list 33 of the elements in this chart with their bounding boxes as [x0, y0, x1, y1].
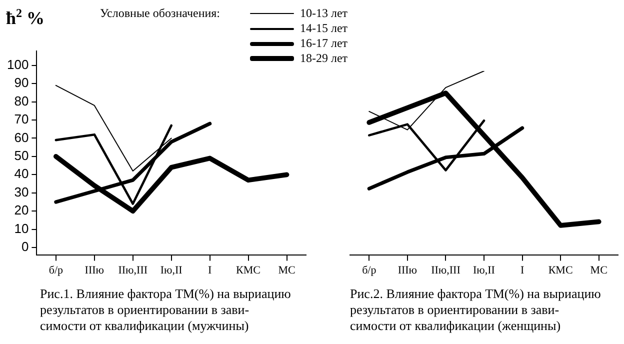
x-tick-label: I [208, 264, 212, 276]
x-tick-label: Iю,II [473, 264, 496, 276]
x-tick-label: IIIю [84, 264, 104, 276]
text: Рис.1. Влияние фактора ТМ(%) на выриацию результатов в ориентировании в зави- симости от квалификации (мужчины) [40, 286, 291, 334]
x-tick-label: б/р [362, 264, 377, 276]
y-axis-title: ħ$^{2}$ % [6, 6, 45, 29]
y-tick-label: 90 [14, 75, 29, 90]
x-tick-label: МС [278, 264, 296, 276]
x-tick-label: Iю,II [160, 264, 183, 276]
y-tick-label: 100 [6, 56, 29, 72]
legend-title: Условные обозначения: [100, 6, 220, 21]
x-tick-label: МС [590, 264, 608, 276]
y-tick-label: 60 [14, 130, 29, 145]
y-tick-label: 80 [14, 93, 29, 108]
x-tick-label: КМС [548, 264, 573, 276]
y-tick-label: 50 [14, 148, 29, 164]
legend-label: 18-29 лет [300, 51, 348, 66]
y-tick-label: 70 [14, 112, 29, 127]
x-tick-label: I [520, 264, 524, 276]
legend-label: 16-17 лет [300, 36, 348, 51]
y-tick-label: 0 [21, 239, 29, 254]
y-tick-label: 20 [14, 202, 29, 218]
y-tick-label: 10 [14, 220, 29, 236]
x-tick-label: КМС [236, 264, 261, 276]
legend-label: 14-15 лет [300, 21, 348, 36]
x-tick-label: IIю,III [118, 264, 148, 276]
x-tick-label: IIIю [398, 264, 418, 276]
x-tick-label: IIю,III [431, 264, 461, 276]
x-tick-label: б/р [48, 264, 64, 276]
y-tick-label: 30 [14, 184, 29, 200]
text: Рис.2. Влияние фактора ТМ(%) на выриацию результатов в ориентировании в зави- симости от квалификации (женщины) [350, 286, 601, 334]
y-tick-label: 40 [14, 166, 29, 182]
legend-label: 10-13 лет [300, 6, 348, 21]
